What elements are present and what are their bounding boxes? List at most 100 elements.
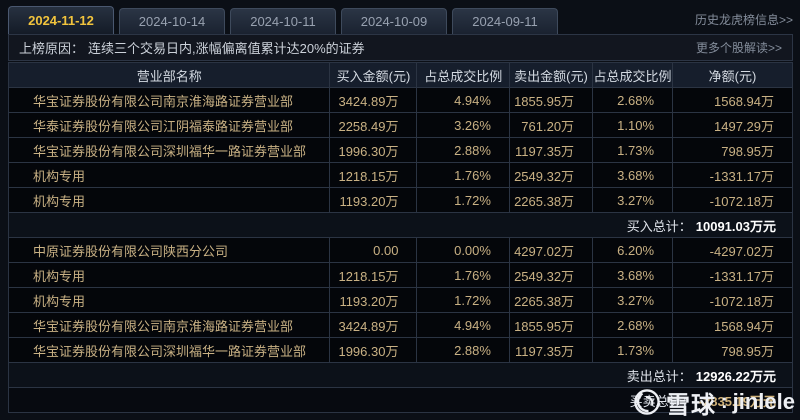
cell-net-amount: -4297.02万 [672, 237, 793, 263]
col-buy-ratio: 占总成交比例 [416, 62, 510, 88]
cell-buy-ratio: 1.76% [416, 162, 510, 188]
cell-net-amount: -1331.17万 [672, 162, 793, 188]
col-sell-ratio: 占总成交比例 [592, 62, 674, 88]
date-tabbar: 2024-11-12 2024-10-14 2024-10-11 2024-10… [8, 6, 793, 34]
cell-net-amount: -1072.18万 [672, 187, 793, 213]
buy-rows-body: 华宝证券股份有限公司南京淮海路证券营业部 3424.89万 4.94% 1855… [7, 87, 793, 213]
cell-buy-amount: 1218.15万 [329, 162, 418, 188]
cell-sell-amount: 2549.32万 [508, 162, 594, 188]
cell-sell-ratio: 2.68% [592, 87, 674, 113]
cell-broker-name: 华宝证券股份有限公司南京淮海路证券营业部 [7, 312, 331, 338]
cell-sell-amount: 2265.38万 [508, 287, 594, 313]
cell-buy-ratio: 3.26% [416, 112, 510, 138]
tab-date-2[interactable]: 2024-10-14 [119, 8, 225, 34]
cell-buy-amount: 1193.20万 [329, 287, 418, 313]
cell-buy-amount: 1218.15万 [329, 262, 418, 288]
table-row: 机构专用 1193.20万 1.72% 2265.38万 3.27% -1072… [7, 287, 793, 313]
cell-buy-ratio: 1.72% [416, 187, 510, 213]
cell-sell-ratio: 3.27% [592, 287, 674, 313]
cell-buy-ratio: 2.88% [416, 337, 510, 363]
cell-sell-ratio: 6.20% [592, 237, 674, 263]
cell-sell-ratio: 3.68% [592, 162, 674, 188]
cell-net-amount: -1072.18万 [672, 287, 793, 313]
cell-sell-ratio: 2.68% [592, 312, 674, 338]
net-total-row: 买卖总计： -2835.19万元 [8, 387, 793, 413]
cell-broker-name: 中原证券股份有限公司陕西分公司 [7, 237, 331, 263]
broker-table-wrap: 营业部名称 买入金额(元) 占总成交比例 卖出金额(元) 占总成交比例 净额(元… [7, 62, 793, 420]
cell-buy-amount: 3424.89万 [329, 312, 418, 338]
table-row: 华宝证券股份有限公司南京淮海路证券营业部 3424.89万 4.94% 1855… [7, 87, 793, 113]
table-header-row: 营业部名称 买入金额(元) 占总成交比例 卖出金额(元) 占总成交比例 净额(元… [7, 62, 793, 88]
col-broker-name: 营业部名称 [7, 62, 331, 88]
cell-broker-name: 华宝证券股份有限公司深圳福华一路证券营业部 [7, 337, 331, 363]
cell-net-amount: 1568.94万 [672, 87, 793, 113]
cell-net-amount: 798.95万 [672, 337, 793, 363]
cell-sell-amount: 761.20万 [508, 112, 594, 138]
table-row: 中原证券股份有限公司陕西分公司 0.00 0.00% 4297.02万 6.20… [7, 237, 793, 263]
buy-total-value: 10091.03万元 [695, 218, 776, 234]
table-row: 华宝证券股份有限公司南京淮海路证券营业部 3424.89万 4.94% 1855… [7, 312, 793, 338]
cell-buy-ratio: 1.76% [416, 262, 510, 288]
cell-buy-amount: 1193.20万 [329, 187, 418, 213]
cell-buy-amount: 3424.89万 [329, 87, 418, 113]
cell-broker-name: 华宝证券股份有限公司南京淮海路证券营业部 [7, 87, 331, 113]
tab-date-1[interactable]: 2024-11-12 [8, 6, 114, 34]
cell-broker-name: 机构专用 [7, 262, 331, 288]
cell-broker-name: 华宝证券股份有限公司深圳福华一路证券营业部 [7, 137, 331, 163]
col-net-amount: 净额(元) [672, 62, 793, 88]
reason-label: 上榜原因： [19, 41, 85, 56]
more-insight-link[interactable]: 更多个股解读>> [695, 41, 782, 55]
cell-sell-ratio: 3.68% [592, 262, 674, 288]
col-sell-amount: 卖出金额(元) [508, 62, 594, 88]
tab-date-3[interactable]: 2024-10-11 [230, 8, 336, 34]
col-buy-amount: 买入金额(元) [329, 62, 418, 88]
broker-table: 营业部名称 买入金额(元) 占总成交比例 卖出金额(元) 占总成交比例 净额(元… [7, 62, 793, 413]
table-row: 华宝证券股份有限公司深圳福华一路证券营业部 1996.30万 2.88% 119… [7, 137, 793, 163]
table-row: 华泰证券股份有限公司江阴福泰路证券营业部 2258.49万 3.26% 761.… [7, 112, 793, 138]
cell-sell-amount: 1855.95万 [508, 87, 594, 113]
history-lhb-link[interactable]: 历史龙虎榜信息>> [694, 13, 793, 27]
cell-buy-ratio: 2.88% [416, 137, 510, 163]
cell-buy-ratio: 0.00% [416, 237, 510, 263]
cell-buy-amount: 1996.30万 [329, 137, 418, 163]
reason-text: 连续三个交易日内,涨幅偏离值累计达20%的证券 [88, 41, 365, 56]
cell-net-amount: 798.95万 [672, 137, 793, 163]
cell-buy-amount: 0.00 [329, 237, 418, 263]
cell-sell-ratio: 1.10% [592, 112, 674, 138]
cell-broker-name: 机构专用 [7, 187, 331, 213]
cell-sell-ratio: 3.27% [592, 187, 674, 213]
tab-date-5[interactable]: 2024-09-11 [452, 8, 558, 34]
cell-sell-ratio: 1.73% [592, 337, 674, 363]
cell-sell-amount: 4297.02万 [508, 237, 594, 263]
cell-sell-amount: 2265.38万 [508, 187, 594, 213]
sell-total-label: 卖出总计： [626, 368, 692, 384]
cell-sell-amount: 1197.35万 [508, 337, 594, 363]
net-total-label: 买卖总计： [629, 393, 695, 409]
tab-date-4[interactable]: 2024-10-09 [341, 8, 447, 34]
cell-sell-ratio: 1.73% [592, 137, 674, 163]
buy-total-row: 买入总计： 10091.03万元 [8, 212, 793, 238]
buy-total-label: 买入总计： [626, 218, 692, 234]
cell-sell-amount: 1855.95万 [508, 312, 594, 338]
table-row: 机构专用 1193.20万 1.72% 2265.38万 3.27% -1072… [7, 187, 793, 213]
sell-rows-body: 中原证券股份有限公司陕西分公司 0.00 0.00% 4297.02万 6.20… [7, 237, 793, 363]
cell-net-amount: 1497.29万 [672, 112, 793, 138]
cell-buy-ratio: 1.72% [416, 287, 510, 313]
cell-net-amount: -1331.17万 [672, 262, 793, 288]
cell-net-amount: 1568.94万 [672, 312, 793, 338]
sell-total-value: 12926.22万元 [695, 368, 776, 384]
cell-sell-amount: 2549.32万 [508, 262, 594, 288]
cell-sell-amount: 1197.35万 [508, 137, 594, 163]
reason-bar: 上榜原因： 连续三个交易日内,涨幅偏离值累计达20%的证券 更多个股解读>> [8, 34, 793, 61]
cell-buy-ratio: 4.94% [416, 312, 510, 338]
net-total-value: -2835.19万元 [698, 393, 776, 409]
sell-total-row: 卖出总计： 12926.22万元 [8, 362, 793, 388]
cell-buy-amount: 1996.30万 [329, 337, 418, 363]
cell-broker-name: 机构专用 [7, 162, 331, 188]
table-row: 华宝证券股份有限公司深圳福华一路证券营业部 1996.30万 2.88% 119… [7, 337, 793, 363]
cell-buy-ratio: 4.94% [416, 87, 510, 113]
cell-broker-name: 机构专用 [7, 287, 331, 313]
cell-buy-amount: 2258.49万 [329, 112, 418, 138]
table-row: 机构专用 1218.15万 1.76% 2549.32万 3.68% -1331… [7, 162, 793, 188]
